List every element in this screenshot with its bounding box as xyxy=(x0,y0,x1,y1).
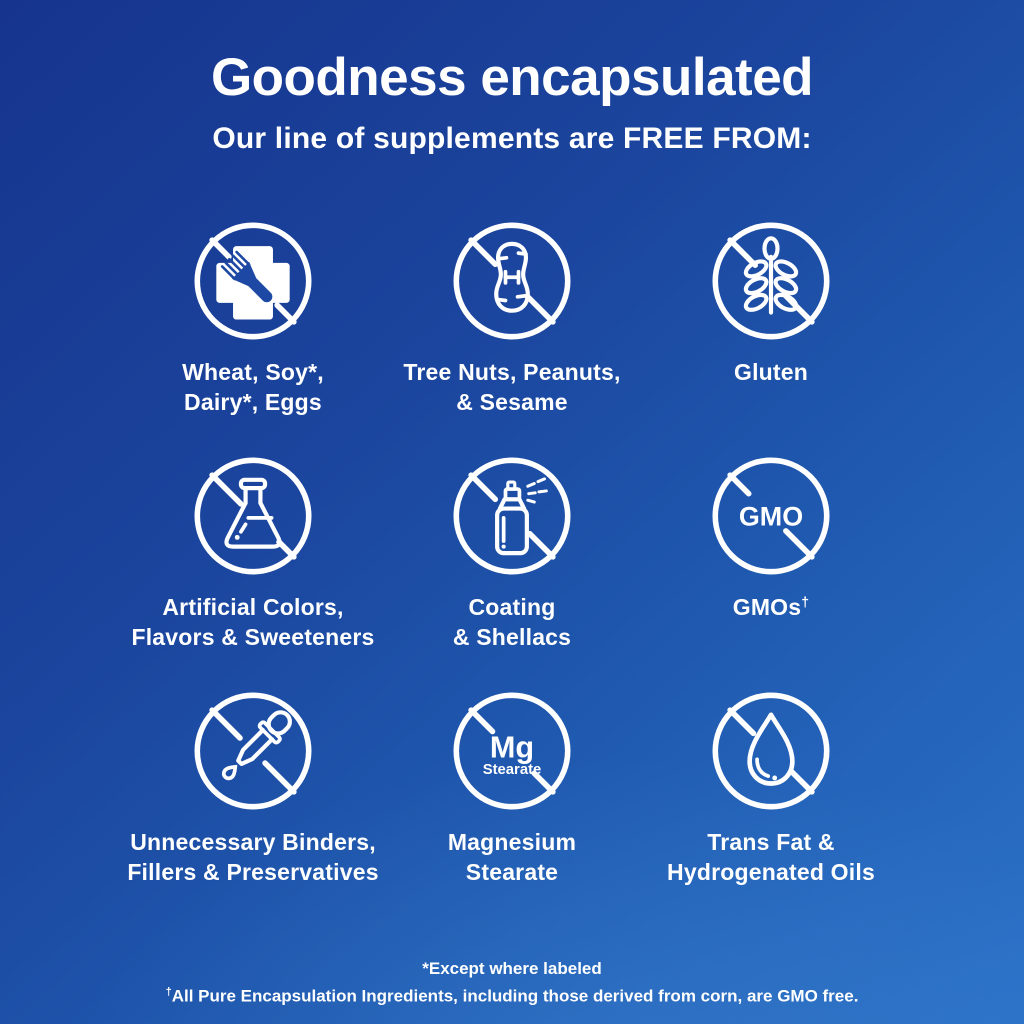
no-trans-fat-icon xyxy=(712,692,830,810)
free-from-item-gmos: GMO GMOs† xyxy=(642,451,901,686)
dagger-superscript: † xyxy=(801,593,810,610)
free-from-item-tree-nuts-peanuts-sesame: Tree Nuts, Peanuts, & Sesame xyxy=(383,216,642,451)
free-from-item-artificial-colors: Artificial Colors, Flavors & Sweeteners xyxy=(124,451,383,686)
footnotes: *Except where labeled †All Pure Encapsul… xyxy=(0,959,1024,1007)
dagger-superscript: † xyxy=(165,986,172,999)
gmo-badge-text: GMO xyxy=(739,501,803,531)
header: Goodness encapsulated Our line of supple… xyxy=(0,50,1024,156)
free-from-label: Artificial Colors, Flavors & Sweeteners xyxy=(131,594,375,651)
free-from-label: Coating & Shellacs xyxy=(452,594,572,651)
no-binders-fillers-icon xyxy=(194,692,312,810)
no-wheat-soy-dairy-eggs-icon xyxy=(194,222,312,340)
free-from-item-coating-shellacs: Coating & Shellacs xyxy=(383,451,642,686)
free-from-item-binders-fillers: Unnecessary Binders, Fillers & Preservat… xyxy=(124,686,383,921)
no-magnesium-stearate-icon: Mg Stearate xyxy=(453,692,571,810)
free-from-label: Tree Nuts, Peanuts, & Sesame xyxy=(403,359,621,416)
stearate-badge-text: Stearate xyxy=(483,762,542,778)
free-from-item-gluten: Gluten xyxy=(642,216,901,451)
footnote-except-where-labeled: *Except where labeled xyxy=(422,959,602,979)
no-artificial-colors-icon xyxy=(194,457,312,575)
page-title: Goodness encapsulated xyxy=(210,48,814,107)
free-from-grid: Wheat, Soy*, Dairy*, Eggs Tree Nuts, Pea… xyxy=(0,216,1024,921)
mg-badge-text: Mg xyxy=(490,731,534,765)
free-from-item-trans-fat: Trans Fat & Hydrogenated Oils xyxy=(642,686,901,921)
no-tree-nuts-peanuts-sesame-icon xyxy=(453,222,571,340)
free-from-label: GMOs† xyxy=(732,593,810,620)
no-coating-shellacs-icon xyxy=(453,457,571,575)
free-from-item-magnesium-stearate: Mg Stearate Magnesium Stearate xyxy=(383,686,642,921)
free-from-label: Wheat, Soy*, Dairy*, Eggs xyxy=(182,359,324,416)
footnote-gmo-free: †All Pure Encapsulation Ingredients, inc… xyxy=(165,986,859,1006)
free-from-label: Trans Fat & Hydrogenated Oils xyxy=(667,829,875,886)
no-gmo-icon: GMO xyxy=(712,457,830,575)
free-from-item-wheat-soy-dairy-eggs: Wheat, Soy*, Dairy*, Eggs xyxy=(124,216,383,451)
free-from-label: Unnecessary Binders, Fillers & Preservat… xyxy=(127,829,379,886)
free-from-label: Magnesium Stearate xyxy=(447,829,577,886)
no-gluten-icon xyxy=(712,222,830,340)
free-from-label: Gluten xyxy=(733,359,809,385)
page-subtitle: Our line of supplements are FREE FROM: xyxy=(212,121,812,155)
